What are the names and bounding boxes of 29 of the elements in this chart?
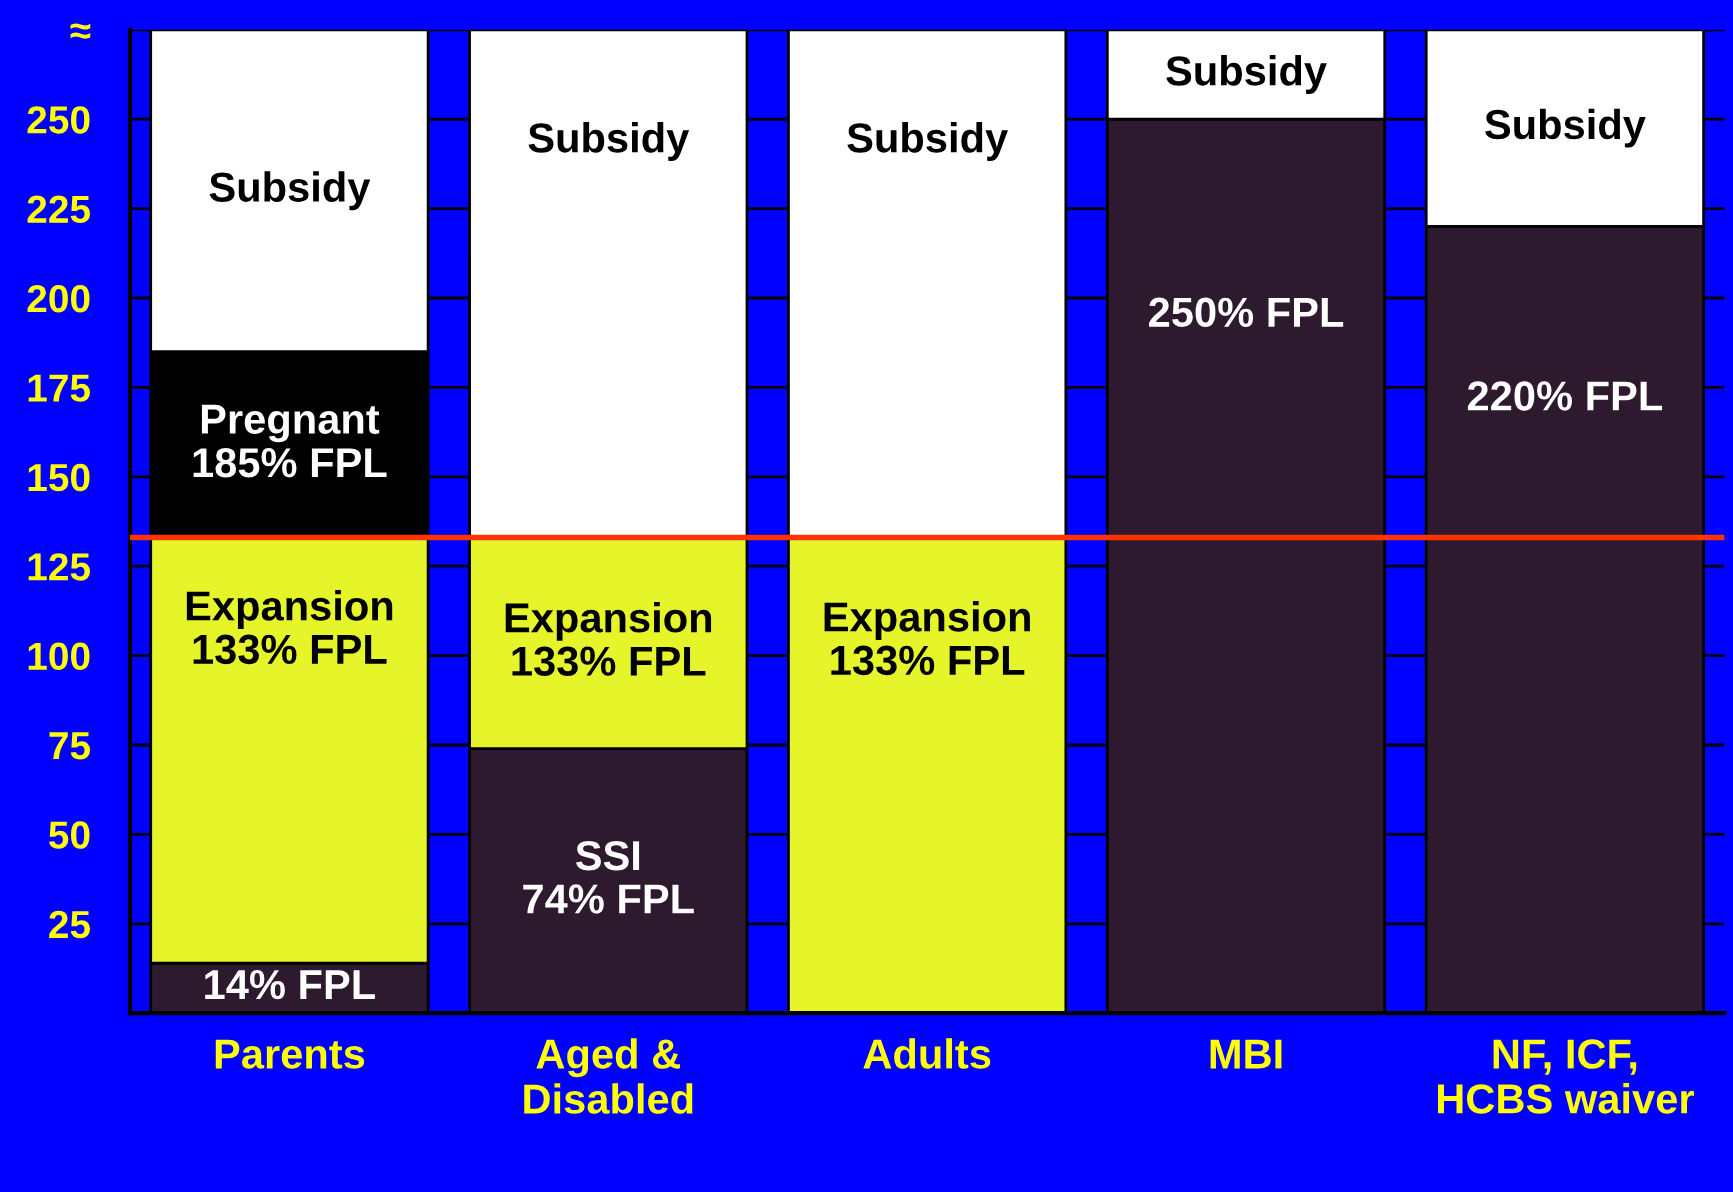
y-tick-label: 50: [49, 821, 90, 849]
data-label: 250% FPL: [1149, 297, 1344, 328]
data-label: Subsidy: [847, 122, 1008, 161]
data-label: Pregnant 185% FPL: [193, 404, 387, 478]
data-label: SSI 74% FPL: [523, 840, 694, 914]
data-label: Subsidy: [1166, 55, 1327, 94]
data-label: Expansion 133% FPL: [186, 590, 393, 665]
data-label: Subsidy: [528, 122, 690, 161]
y-tick-label: 150: [28, 463, 90, 492]
y-tick-label: 225: [27, 195, 91, 224]
data-label: Subsidy: [1485, 108, 1646, 148]
data-label: Subsidy: [209, 171, 371, 211]
y-tick-label: 25: [49, 910, 91, 939]
y-tick-label: 200: [27, 284, 90, 313]
x-tick-label: Parents: [215, 1039, 365, 1069]
x-tick-label: NF, ICF, HCBS waiver: [1438, 1039, 1694, 1114]
data-label: 220% FPL: [1467, 381, 1663, 411]
x-tick-label: Aged & Disabled: [524, 1038, 693, 1114]
y-tick-label: 250: [27, 106, 90, 134]
x-tick-label: MBI: [1210, 1039, 1282, 1069]
data-label: Expansion 133% FPL: [505, 601, 712, 677]
x-tick-label: Adults: [863, 1038, 991, 1069]
y-tick-label: 75: [49, 732, 91, 760]
y-tick-label: ≈: [70, 23, 91, 39]
y-tick-label: 125: [28, 553, 91, 581]
data-label: 14% FPL: [205, 969, 375, 1000]
y-tick-label: 175: [28, 374, 91, 402]
data-label: Expansion 133% FPL: [824, 601, 1030, 676]
y-tick-label: 100: [28, 642, 90, 671]
